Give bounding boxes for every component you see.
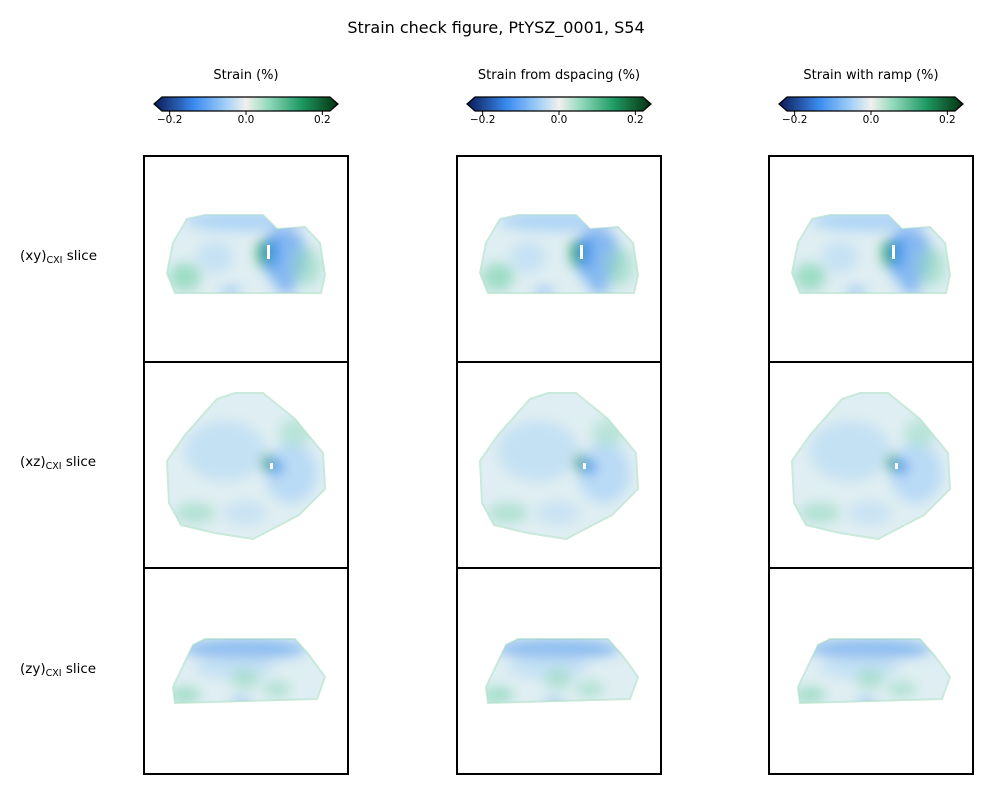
colorbar-tick-label: 0.0: [863, 114, 880, 124]
row-label-xy: (xy)CXI slice: [20, 248, 98, 266]
strain-patch: [496, 639, 620, 659]
strain-patch: [293, 247, 321, 287]
strain-patch: [822, 241, 858, 273]
strain-patch: [185, 421, 265, 481]
strain-patch: [221, 288, 241, 293]
strain-patch: [888, 681, 916, 697]
singularity-mark: [267, 245, 270, 259]
strain-patch: [606, 247, 634, 287]
colorbar-tick-label: −0.2: [782, 114, 808, 124]
strain-patch: [856, 669, 884, 689]
strain-patch: [231, 669, 259, 689]
colorbar-tick-label: 0.0: [238, 114, 255, 124]
colorbar: −0.2 0.0 0.2: [153, 96, 339, 124]
colorbar-tick-label: 0.2: [627, 114, 644, 124]
strain-patch: [268, 233, 278, 269]
strain-patch: [263, 681, 291, 697]
strain-patch: [900, 287, 924, 293]
strain-patch: [584, 459, 596, 475]
strain-patch: [262, 454, 272, 472]
heatmap-panel-xy: [143, 155, 349, 363]
colorbar-title: Strain from dspacing (%): [477, 68, 641, 83]
strain-patch: [173, 687, 201, 703]
strain-patch: [848, 501, 892, 525]
colorbar-tick-label: 0.2: [314, 114, 331, 124]
strain-patch: [798, 687, 826, 703]
colorbar-gradient: [153, 96, 339, 112]
strain-patch: [890, 443, 942, 503]
strain-patch: [534, 288, 554, 293]
colorbar: −0.2 0.0 0.2: [778, 96, 964, 124]
singularity-mark: [580, 245, 583, 259]
panel-column-1: Strain (%) −0.2 0.0 0.2: [143, 0, 349, 792]
strain-patch: [279, 419, 311, 447]
colorbar-tick-label: 0.2: [939, 114, 956, 124]
strain-patch: [578, 443, 630, 503]
singularity-mark: [895, 463, 898, 469]
strain-patch: [794, 263, 826, 291]
strain-patch: [488, 503, 528, 523]
strain-patch: [275, 287, 299, 293]
colorbar-tick-label: −0.2: [157, 114, 183, 124]
colorbar-gradient: [466, 96, 652, 112]
strain-patch: [169, 263, 201, 291]
heatmap-panel-xz: [768, 361, 974, 569]
strain-patch: [486, 687, 514, 703]
strain-patch: [896, 459, 908, 475]
colorbar-title: Strain with ramp (%): [803, 68, 939, 83]
heatmap-panel-zy: [456, 567, 662, 775]
strain-patch: [183, 639, 307, 659]
colorbar-tick-label: 0.0: [551, 114, 568, 124]
strain-patch: [570, 239, 582, 267]
panel-column-3: Strain with ramp (%) −0.2 0.0 0.2: [768, 0, 974, 792]
strain-patch: [175, 503, 215, 523]
heatmap-panel-xz: [456, 361, 662, 569]
strain-patch: [808, 639, 932, 659]
strain-patch: [904, 419, 936, 447]
singularity-mark: [892, 245, 895, 259]
strain-patch: [576, 681, 604, 697]
row-label-xz: (xz)CXI slice: [20, 454, 97, 472]
strain-patch: [223, 501, 267, 525]
strain-patch: [918, 247, 946, 287]
strain-patch: [482, 263, 514, 291]
strain-patch: [800, 503, 840, 523]
strain-patch: [536, 501, 580, 525]
heatmap-panel-xz: [143, 361, 349, 569]
strain-patch: [588, 287, 612, 293]
singularity-mark: [583, 463, 586, 469]
strain-patch: [882, 239, 894, 267]
strain-patch: [510, 241, 546, 273]
strain-patch: [810, 421, 890, 481]
strain-patch: [893, 233, 903, 269]
heatmap-panel-xy: [456, 155, 662, 363]
heatmap-panel-xy: [768, 155, 974, 363]
strain-patch: [581, 233, 591, 269]
strain-patch: [592, 419, 624, 447]
strain-patch: [575, 454, 585, 472]
strain-patch: [257, 239, 269, 267]
strain-patch: [887, 454, 897, 472]
panel-column-2: Strain from dspacing (%) −0.2 0.0 0.2: [456, 0, 662, 792]
colorbar-gradient: [778, 96, 964, 112]
heatmap-panel-zy: [143, 567, 349, 775]
row-label-zy: (zy)CXI slice: [20, 661, 97, 679]
strain-patch: [498, 421, 578, 481]
singularity-mark: [270, 463, 273, 469]
strain-patch: [265, 443, 317, 503]
heatmap-panel-zy: [768, 567, 974, 775]
strain-patch: [271, 459, 283, 475]
colorbar-title: Strain (%): [213, 68, 279, 83]
strain-patch: [197, 241, 233, 273]
figure-title: Strain check figure, PtYSZ_0001, S54: [347, 18, 645, 37]
strain-patch: [544, 669, 572, 689]
colorbar-tick-label: −0.2: [470, 114, 496, 124]
strain-patch: [846, 288, 866, 293]
colorbar: −0.2 0.0 0.2: [466, 96, 652, 124]
